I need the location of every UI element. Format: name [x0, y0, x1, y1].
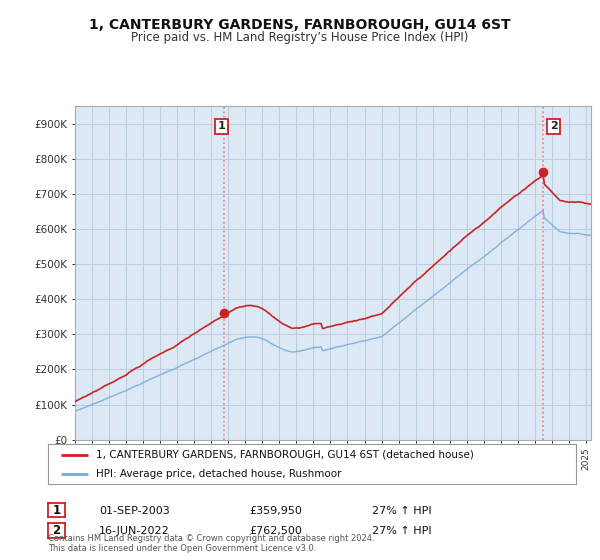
Text: 1, CANTERBURY GARDENS, FARNBOROUGH, GU14 6ST (detached house): 1, CANTERBURY GARDENS, FARNBOROUGH, GU14… [95, 450, 473, 460]
Text: 27% ↑ HPI: 27% ↑ HPI [372, 526, 431, 536]
Text: Price paid vs. HM Land Registry’s House Price Index (HPI): Price paid vs. HM Land Registry’s House … [131, 31, 469, 44]
Text: 16-JUN-2022: 16-JUN-2022 [99, 526, 170, 536]
Text: HPI: Average price, detached house, Rushmoor: HPI: Average price, detached house, Rush… [95, 469, 341, 479]
Text: 2: 2 [52, 524, 61, 537]
Text: Contains HM Land Registry data © Crown copyright and database right 2024.
This d: Contains HM Land Registry data © Crown c… [48, 534, 374, 553]
Text: 1, CANTERBURY GARDENS, FARNBOROUGH, GU14 6ST: 1, CANTERBURY GARDENS, FARNBOROUGH, GU14… [89, 18, 511, 32]
Text: 01-SEP-2003: 01-SEP-2003 [99, 506, 170, 516]
Text: 1: 1 [52, 503, 61, 517]
Text: £762,500: £762,500 [249, 526, 302, 536]
Text: 2: 2 [550, 122, 557, 132]
Text: £359,950: £359,950 [249, 506, 302, 516]
Text: 27% ↑ HPI: 27% ↑ HPI [372, 506, 431, 516]
Text: 1: 1 [218, 122, 226, 132]
